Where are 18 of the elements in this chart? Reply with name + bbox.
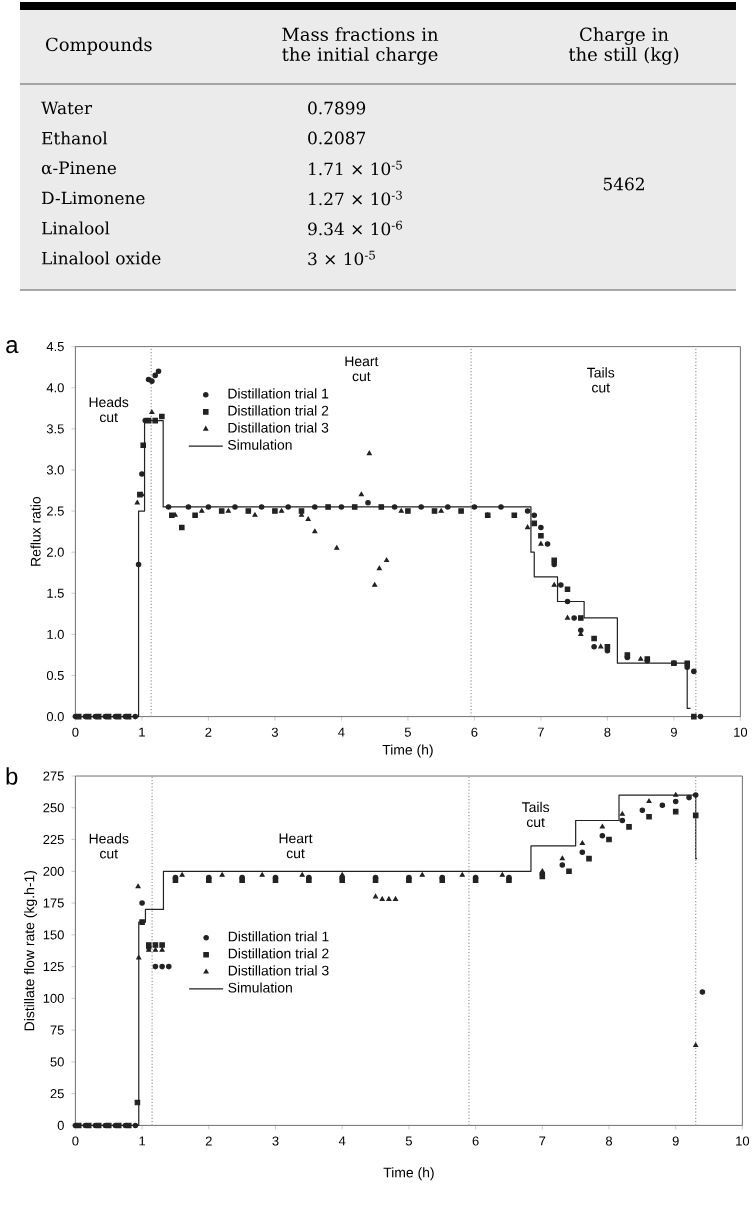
- text: 0.7899: [308, 101, 366, 115]
- text: 0.2087: [308, 131, 366, 145]
- text: 5462: [603, 177, 644, 191]
- text: Mass fractions in the initial charge: [282, 27, 439, 65]
- text: α-Pinene: [41, 161, 117, 175]
- text: D-Limonene: [41, 191, 145, 205]
- text: 1.27 × 10$^{-3}$: [309, 190, 402, 206]
- text: Compounds: [46, 37, 152, 55]
- text: Ethanol: [41, 131, 108, 145]
- chart-title: b: [6, 767, 18, 785]
- text: 9.34 × 10$^{-6}$: [308, 220, 403, 236]
- text: Charge in the still (kg): [568, 27, 679, 65]
- text: Linalool oxide: [41, 251, 161, 265]
- text: Water: [41, 101, 93, 115]
- chart-title: a: [6, 340, 19, 354]
- text: 1.71 × 10$^{-5}$: [309, 160, 402, 176]
- text: Linalool: [41, 221, 110, 235]
- text: 3 × 10$^{-5}$: [308, 250, 375, 266]
